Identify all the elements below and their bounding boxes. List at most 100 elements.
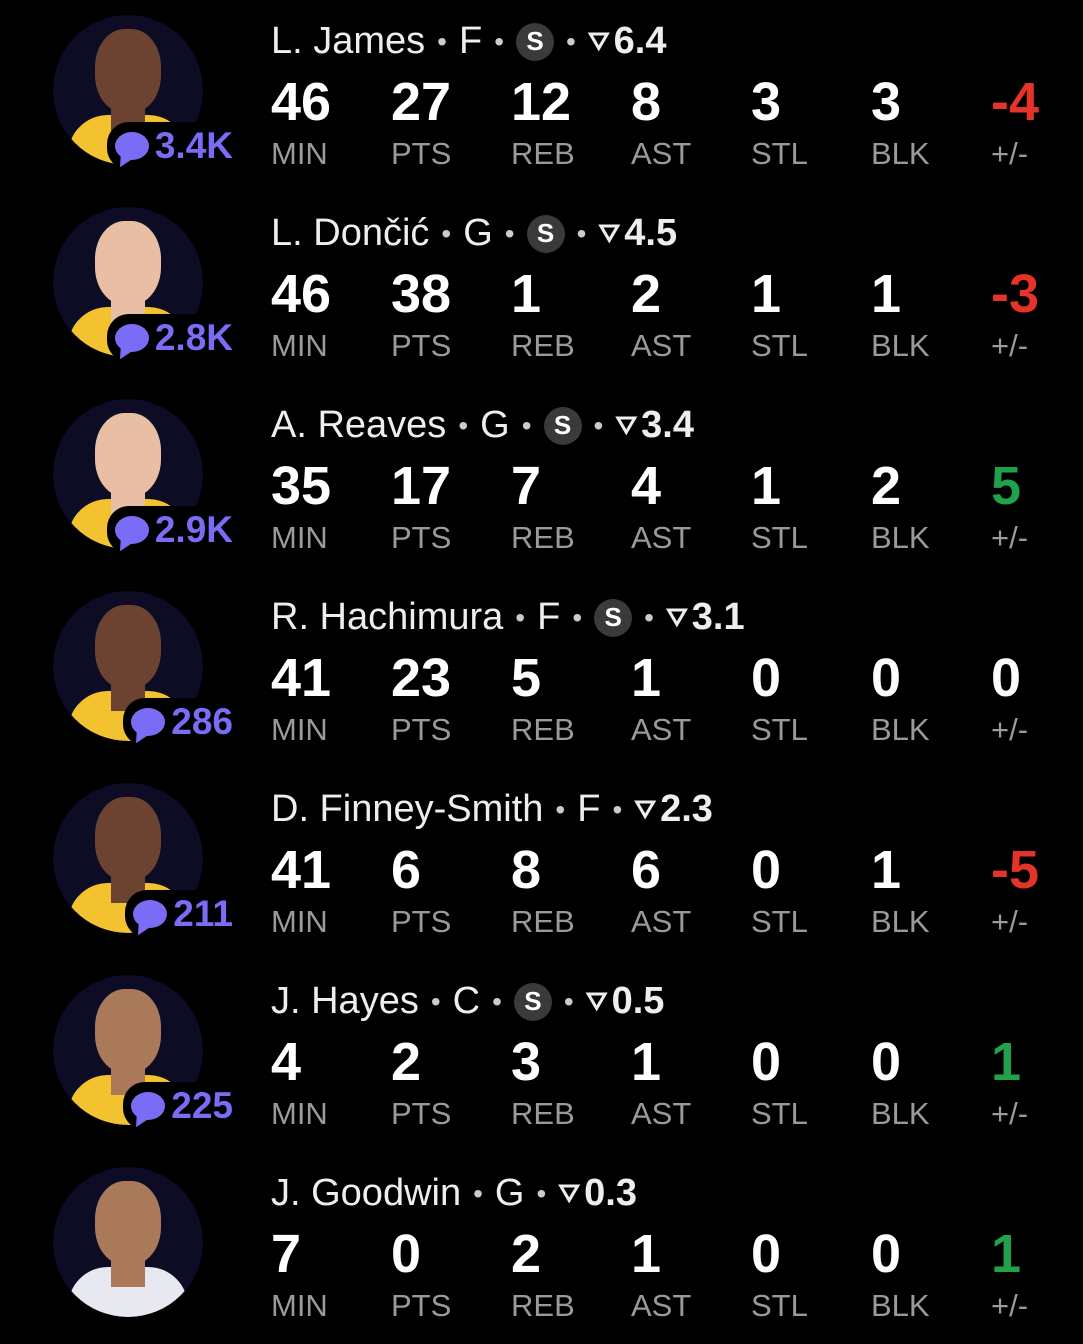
separator: • — [644, 601, 654, 633]
player-position: F — [537, 596, 561, 638]
stat-label: REB — [511, 1096, 575, 1131]
comments-count-button[interactable]: 2.8K — [106, 314, 233, 362]
player-name[interactable]: D. Finney-Smith — [271, 788, 544, 830]
player-header: R. Hachimura • F • S • ⛛ 3.1 — [271, 596, 745, 639]
player-row[interactable]: 211 D. Finney-Smith • F • ⛛ 2.3 41 MIN 6 P… — [0, 768, 1083, 960]
stat-label: PTS — [391, 520, 452, 555]
chat-bubble-icon — [114, 324, 149, 352]
stat-label: +/- — [991, 904, 1029, 939]
separator: • — [521, 409, 532, 441]
player-header: L. James • F • S • ⛛ 6.4 — [271, 20, 667, 63]
stat-label: BLK — [871, 520, 930, 555]
stat-label: BLK — [871, 1096, 930, 1131]
chat-bubble-icon — [131, 1092, 166, 1120]
separator: • — [612, 793, 623, 825]
player-row[interactable]: 2.9K A. Reaves • G • S • ⛛ 3.4 35 MIN 17 PTS… — [0, 384, 1083, 576]
stat-blk: 1 BLK — [871, 840, 991, 944]
stat-label: +/- — [991, 1288, 1029, 1323]
player-name[interactable]: L. Dončić — [271, 212, 430, 254]
stat-plus-minus: -5 +/- — [991, 840, 1083, 944]
separator: • — [555, 793, 566, 825]
player-row[interactable]: 225 J. Hayes • C • S • ⛛ 0.5 4 MIN 2 PTS 3 R… — [0, 960, 1083, 1152]
stat-stl: 3 STL — [751, 72, 871, 176]
stat-ast: 8 AST — [631, 72, 751, 176]
player-row[interactable]: 3.4K L. James • F • S • ⛛ 6.4 46 MIN 27 PTS … — [0, 0, 1083, 192]
comments-count-button[interactable]: 211 — [125, 890, 233, 938]
funnel-icon: ⛛ — [585, 985, 608, 1016]
player-row[interactable]: J. Goodwin • G • ⛛ 0.3 7 MIN 0 PTS 2 REB 1… — [0, 1152, 1083, 1344]
stat-label: STL — [751, 1288, 808, 1323]
stat-blk: 2 BLK — [871, 456, 991, 560]
comments-count-button[interactable]: 225 — [123, 1082, 233, 1130]
stat-label: REB — [511, 904, 575, 939]
stat-value: 35 — [271, 456, 332, 516]
comments-count-button[interactable]: 2.9K — [106, 506, 233, 554]
player-name[interactable]: J. Hayes — [271, 980, 419, 1022]
stat-value: 2 — [871, 456, 902, 516]
stat-label: +/- — [991, 520, 1029, 555]
player-name[interactable]: L. James — [271, 20, 426, 62]
chat-bubble-icon — [131, 708, 166, 736]
stat-pts: 38 PTS — [391, 264, 511, 368]
player-header: D. Finney-Smith • F • ⛛ 2.3 — [271, 788, 713, 831]
stat-label: +/- — [991, 136, 1029, 171]
stat-blk: 0 BLK — [871, 1032, 991, 1136]
separator: • — [515, 601, 526, 633]
stat-label: MIN — [271, 136, 328, 171]
stat-label: BLK — [871, 136, 930, 171]
stat-ast: 1 AST — [631, 1032, 751, 1136]
stat-label: PTS — [391, 904, 452, 939]
separator: • — [492, 985, 502, 1017]
separator: • — [576, 217, 587, 249]
stat-label: MIN — [271, 1096, 328, 1131]
starter-badge-icon: S — [526, 214, 565, 253]
player-header: A. Reaves • G • S • ⛛ 3.4 — [271, 404, 694, 447]
starter-badge-icon: S — [513, 982, 552, 1021]
stat-label: PTS — [391, 1096, 452, 1131]
stat-label: BLK — [871, 328, 930, 363]
stat-reb: 5 REB — [511, 648, 631, 752]
stat-ast: 1 AST — [631, 1224, 751, 1328]
player-position: F — [577, 788, 601, 830]
stat-label: MIN — [271, 712, 328, 747]
player-row[interactable]: 286 R. Hachimura • F • S • ⛛ 3.1 41 MIN 23 P… — [0, 576, 1083, 768]
stat-label: STL — [751, 136, 808, 171]
separator: • — [504, 217, 515, 249]
comments-count-button[interactable]: 286 — [123, 698, 233, 746]
player-header: L. Dončić • G • S • ⛛ 4.5 — [271, 212, 677, 255]
player-rating: 0.3 — [584, 1172, 637, 1214]
player-name[interactable]: R. Hachimura — [271, 596, 504, 638]
stat-value: 0 — [871, 648, 902, 708]
stat-label: MIN — [271, 904, 328, 939]
player-row[interactable]: 2.8K L. Dončić • G • S • ⛛ 4.5 46 MIN 38 PTS… — [0, 192, 1083, 384]
stat-value: 1 — [871, 840, 902, 900]
stat-label: MIN — [271, 328, 328, 363]
funnel-icon: ⛛ — [587, 25, 610, 56]
stat-label: AST — [631, 1288, 692, 1323]
stat-stl: 0 STL — [751, 840, 871, 944]
stat-value: 0 — [871, 1032, 902, 1092]
comments-count: 2.8K — [154, 317, 233, 358]
player-name[interactable]: A. Reaves — [271, 404, 447, 446]
starter-badge-icon: S — [543, 406, 582, 445]
player-rating: 3.4 — [641, 404, 694, 446]
stat-label: AST — [631, 904, 692, 939]
player-header: J. Goodwin • G • ⛛ 0.3 — [271, 1172, 637, 1215]
stat-label: AST — [631, 328, 692, 363]
player-name[interactable]: J. Goodwin — [271, 1172, 462, 1214]
player-avatar[interactable] — [53, 1167, 203, 1317]
separator: • — [566, 25, 576, 57]
stat-plus-minus: 5 +/- — [991, 456, 1083, 560]
stat-value: 2 — [391, 1032, 422, 1092]
stat-label: BLK — [871, 1288, 930, 1323]
stat-pts: 23 PTS — [391, 648, 511, 752]
stat-value: 0 — [871, 1224, 902, 1284]
stat-value: 41 — [271, 648, 332, 708]
player-position: F — [458, 20, 483, 62]
comments-count-button[interactable]: 3.4K — [106, 122, 233, 170]
stat-stl: 0 STL — [751, 1224, 871, 1328]
stat-label: BLK — [871, 712, 930, 747]
starter-badge-icon: S — [594, 598, 633, 637]
stat-ast: 4 AST — [631, 456, 751, 560]
stat-value: 0 — [751, 1032, 782, 1092]
